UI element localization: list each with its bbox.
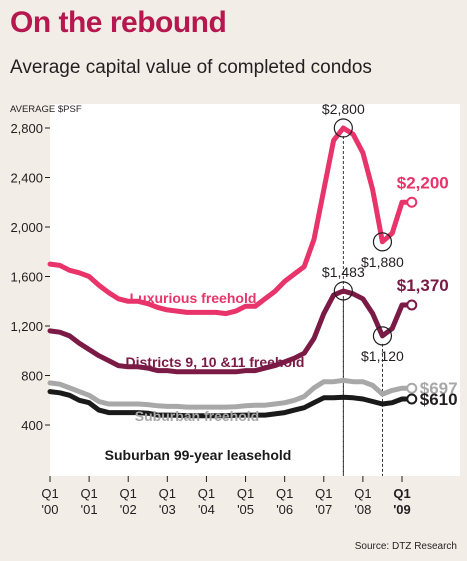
series-end-marker	[406, 393, 418, 405]
source-note: Source: DTZ Research	[354, 541, 457, 552]
x-tick-label-quarter: Q1	[80, 486, 97, 501]
data-label: $1,120	[361, 348, 404, 364]
x-tick-label-quarter: Q1	[198, 486, 215, 501]
y-axis-label: AVERAGE $PSF	[10, 104, 82, 115]
series-end-marker	[406, 382, 418, 394]
x-tick-label-year: '07	[315, 502, 332, 517]
data-label: $610	[420, 390, 458, 409]
data-label: $1,880	[361, 254, 404, 270]
x-tick-label-quarter: Q1	[276, 486, 293, 501]
x-tick-label-quarter: Q1	[237, 486, 254, 501]
x-tick-label-quarter: Q1	[393, 486, 410, 501]
x-tick-label-year: '03	[159, 502, 176, 517]
y-tick-label: 400	[21, 418, 43, 433]
annotation-circle	[372, 232, 393, 252]
y-tick-label: 2,000	[10, 220, 43, 235]
x-tick-label-quarter: Q1	[120, 486, 137, 501]
series-line-luxurious	[47, 125, 415, 317]
chart-subtitle: Average capital value of completed condo…	[10, 57, 372, 78]
y-tick-label: 2,400	[10, 171, 43, 186]
series-label-suburban_leasehold: Suburban 99-year leasehold	[105, 447, 292, 463]
x-tick-label-quarter: Q1	[315, 486, 332, 501]
series-label-districts: Districts 9, 10 &11 freehold	[126, 354, 305, 370]
x-tick-label-year: '00	[42, 502, 59, 517]
series-end-marker	[406, 196, 418, 208]
data-label: $1,483	[322, 264, 365, 280]
annotation-circle	[372, 326, 393, 346]
x-tick-label-year: '05	[237, 502, 254, 517]
x-tick-label-year: '04	[198, 502, 215, 517]
y-tick-label: 2,800	[10, 121, 43, 136]
x-tick-label-quarter: Q1	[41, 486, 58, 501]
x-tick-label-year: '09	[393, 502, 411, 517]
series-end-marker	[406, 299, 418, 311]
series-label-suburban_freehold: Suburban freehold	[135, 408, 259, 424]
series-line-suburban_freehold	[47, 377, 415, 410]
series-line-suburban_leasehold	[47, 389, 415, 419]
y-tick-label: 1,200	[10, 319, 43, 334]
y-tick-label: 800	[21, 369, 43, 384]
annotation-circle	[333, 281, 353, 301]
x-tick-label-quarter: Q1	[354, 486, 371, 501]
x-tick-label-year: '06	[276, 502, 293, 517]
y-tick-label: 1,600	[10, 270, 43, 285]
x-tick-label-year: '02	[120, 502, 137, 517]
x-tick-label-year: '01	[81, 502, 98, 517]
annotation-circle	[333, 118, 353, 138]
data-label: $2,200	[397, 173, 449, 192]
series-label-luxurious: Luxurious freehold	[130, 290, 257, 306]
x-tick-label-year: '08	[354, 502, 371, 517]
chart-title: On the rebound	[10, 6, 227, 39]
data-label: $2,800	[322, 101, 365, 117]
data-label: $697	[420, 379, 458, 398]
x-tick-label-quarter: Q1	[159, 486, 176, 501]
data-label: $1,370	[397, 276, 449, 295]
